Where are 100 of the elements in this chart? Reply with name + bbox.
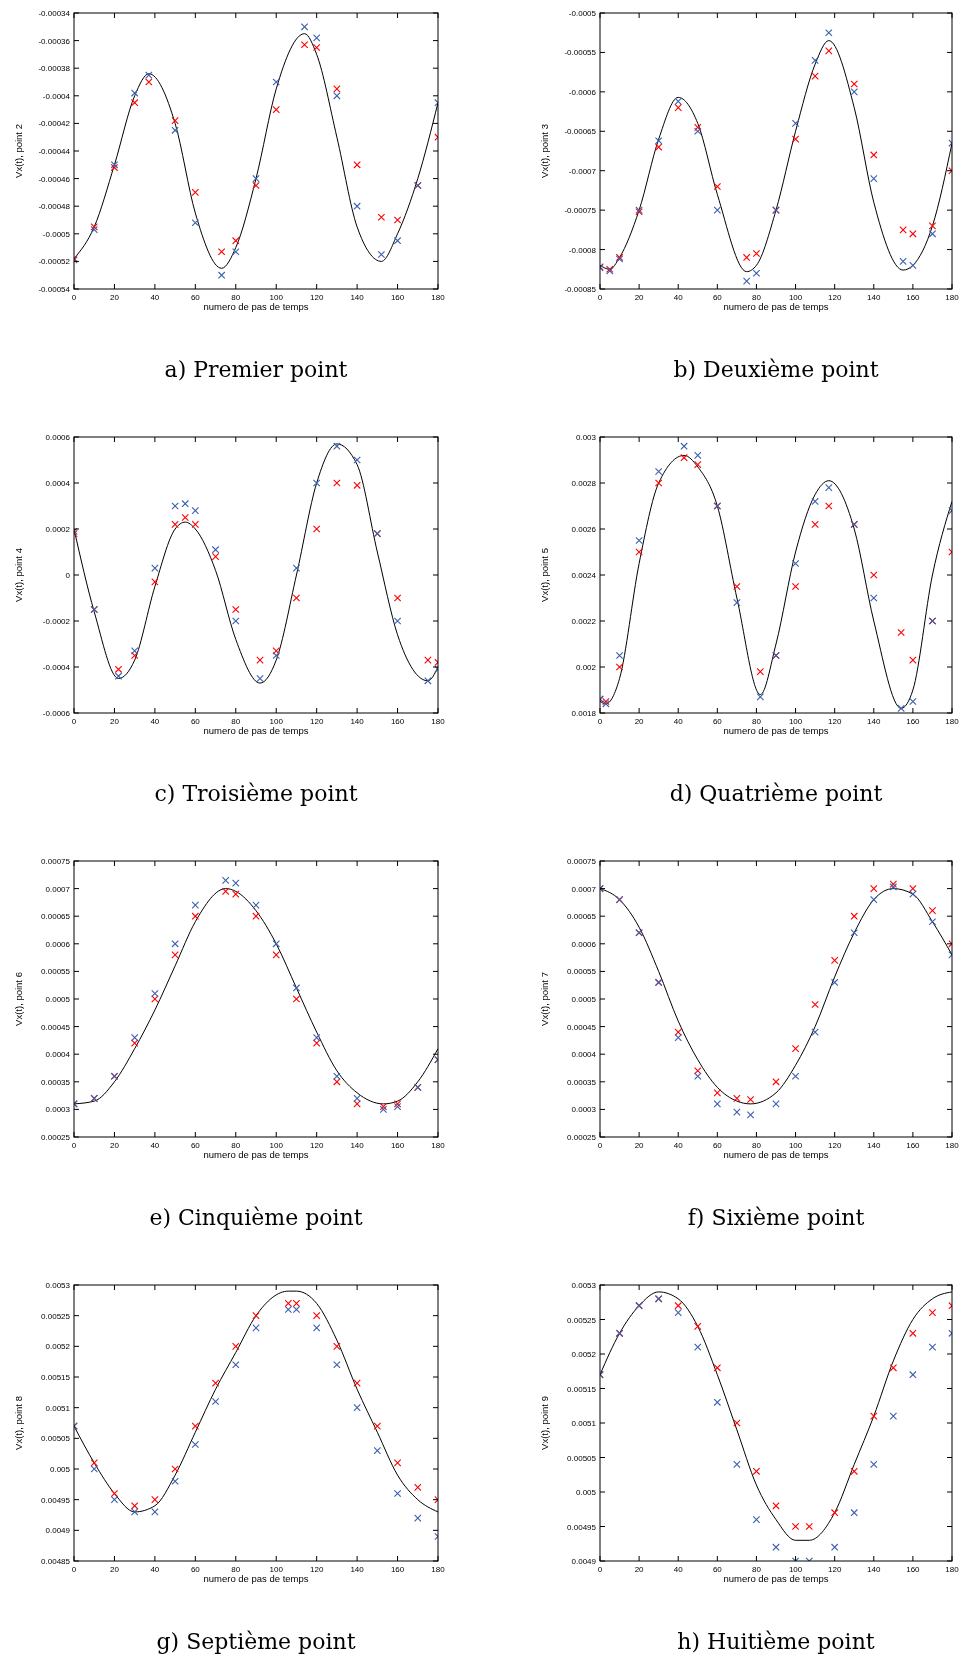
y-tick-label: 0.0049 <box>571 1557 597 1566</box>
x-tick-label: 140 <box>867 717 881 726</box>
x-tick-label: 40 <box>150 1565 160 1574</box>
x-tick-label: 20 <box>109 1141 120 1150</box>
x-tick-label: 80 <box>231 1565 241 1574</box>
y-axis-title: Vx(t), point 5 <box>539 548 550 602</box>
x-tick-label: 60 <box>712 717 723 726</box>
y-tick-label: -0.00042 <box>38 119 71 129</box>
y-tick-label: 0.0007 <box>45 884 71 894</box>
x-axis-title: numero de pas de temps <box>723 301 829 312</box>
x-tick-label: 60 <box>712 1565 723 1574</box>
y-tick-label: -0.00055 <box>564 48 597 58</box>
x-tick-label: 100 <box>788 717 803 726</box>
x-tick-label: 100 <box>788 1141 803 1150</box>
y-tick-label: 0.00055 <box>567 967 597 977</box>
y-tick-label: 0.0049 <box>45 1526 71 1536</box>
x-tick-label: 140 <box>867 1565 881 1574</box>
y-tick-label: -0.00054 <box>38 285 71 294</box>
x-tick-label: 120 <box>309 1141 324 1150</box>
x-tick-label: 0 <box>71 717 77 726</box>
y-tick-label: 0.0018 <box>571 709 597 718</box>
x-tick-label: 100 <box>269 717 284 726</box>
x-tick-label: 100 <box>269 1565 284 1574</box>
y-tick-label: 0.0006 <box>45 939 71 949</box>
text: a) Premier point <box>164 357 348 382</box>
y-tick-label: -0.00036 <box>38 36 71 46</box>
y-tick-label: 0 <box>65 571 71 580</box>
x-axis-title: numero de pas de temps <box>203 1573 309 1584</box>
x-tick-label: 120 <box>309 293 324 302</box>
y-axis-title: Vx(t), point 3 <box>539 124 550 178</box>
y-tick-label: 0.0004 <box>45 1050 71 1060</box>
y-tick-label: -0.0004 <box>42 91 71 101</box>
y-tick-label: 0.00515 <box>567 1384 597 1394</box>
x-axis-title: numero de pas de temps <box>203 725 309 736</box>
x-tick-label: 80 <box>751 717 762 726</box>
x-tick-label: 140 <box>350 717 365 726</box>
y-tick-label: 0.00485 <box>41 1557 71 1566</box>
y-tick-label: 0.00075 <box>567 857 597 866</box>
x-tick-label: 120 <box>827 717 842 726</box>
y-tick-label: 0.00045 <box>41 1022 71 1032</box>
x-tick-label: 180 <box>945 1565 960 1574</box>
x-tick-label: 80 <box>231 293 241 302</box>
x-tick-label: 0 <box>597 1565 603 1574</box>
x-tick-label: 100 <box>269 293 284 302</box>
text: f) Sixième point <box>687 1205 865 1230</box>
x-tick-label: 0 <box>71 293 77 302</box>
y-tick-label: 0.0003 <box>571 1105 597 1115</box>
x-tick-label: 0 <box>71 1565 77 1574</box>
y-tick-label: 0.00045 <box>567 1022 597 1032</box>
y-tick-label: 0.00515 <box>41 1373 71 1382</box>
x-tick-label: 100 <box>788 1565 803 1574</box>
y-axis-title: Vx(t), point 4 <box>13 548 24 602</box>
x-tick-label: 160 <box>390 1141 405 1150</box>
x-tick-label: 180 <box>945 1141 960 1150</box>
x-tick-label: 40 <box>673 1141 684 1150</box>
x-tick-label: 60 <box>190 1565 201 1574</box>
x-axis-title: numero de pas de temps <box>723 1573 829 1584</box>
x-tick-label: 20 <box>634 293 645 302</box>
x-tick-label: 120 <box>309 1565 324 1574</box>
x-tick-label: 160 <box>390 1565 405 1574</box>
y-tick-label: 0.0028 <box>571 479 597 488</box>
y-tick-label: 0.0051 <box>45 1403 71 1413</box>
y-tick-label: 0.0053 <box>45 1281 71 1290</box>
y-tick-label: 0.0004 <box>45 479 71 488</box>
y-tick-label: 0.0005 <box>571 995 597 1004</box>
y-tick-label: 0.0002 <box>45 525 71 534</box>
x-tick-label: 0 <box>597 1141 603 1150</box>
x-tick-label: 60 <box>190 717 201 726</box>
x-tick-label: 80 <box>231 717 241 726</box>
y-tick-label: 0.00505 <box>567 1453 597 1463</box>
x-tick-label: 120 <box>827 1565 842 1574</box>
y-tick-label: 0.0007 <box>571 884 597 894</box>
y-tick-label: -0.00046 <box>38 174 71 184</box>
y-tick-label: -0.00038 <box>38 64 71 74</box>
y-tick-label: 0.0004 <box>571 1050 597 1060</box>
x-tick-label: 160 <box>906 1565 921 1574</box>
x-tick-label: 140 <box>867 293 881 302</box>
x-tick-label: 160 <box>390 717 405 726</box>
x-tick-label: 20 <box>109 1565 120 1574</box>
x-tick-label: 60 <box>190 293 201 302</box>
x-tick-label: 180 <box>431 1141 446 1150</box>
x-tick-label: 140 <box>350 1141 365 1150</box>
x-tick-label: 80 <box>231 1141 241 1150</box>
y-tick-label: 0.0051 <box>571 1419 597 1428</box>
y-tick-label: -0.00044 <box>38 147 71 156</box>
x-tick-label: 120 <box>309 717 324 726</box>
y-axis-title: Vx(t), point 2 <box>13 124 24 178</box>
y-tick-label: 0.00495 <box>567 1522 597 1532</box>
x-tick-label: 80 <box>751 293 762 302</box>
x-tick-label: 180 <box>945 717 960 726</box>
x-tick-label: 40 <box>673 293 684 302</box>
x-tick-label: 160 <box>390 293 405 302</box>
y-tick-label: 0.0026 <box>571 525 597 534</box>
x-tick-label: 140 <box>350 293 365 302</box>
y-tick-label: 0.0005 <box>45 995 71 1004</box>
y-axis-title: Vx(t), point 8 <box>13 1396 24 1450</box>
y-tick-label: 0.0024 <box>571 571 597 580</box>
x-tick-label: 0 <box>597 717 603 726</box>
y-tick-label: 0.00035 <box>567 1077 597 1087</box>
x-tick-label: 20 <box>109 717 120 726</box>
